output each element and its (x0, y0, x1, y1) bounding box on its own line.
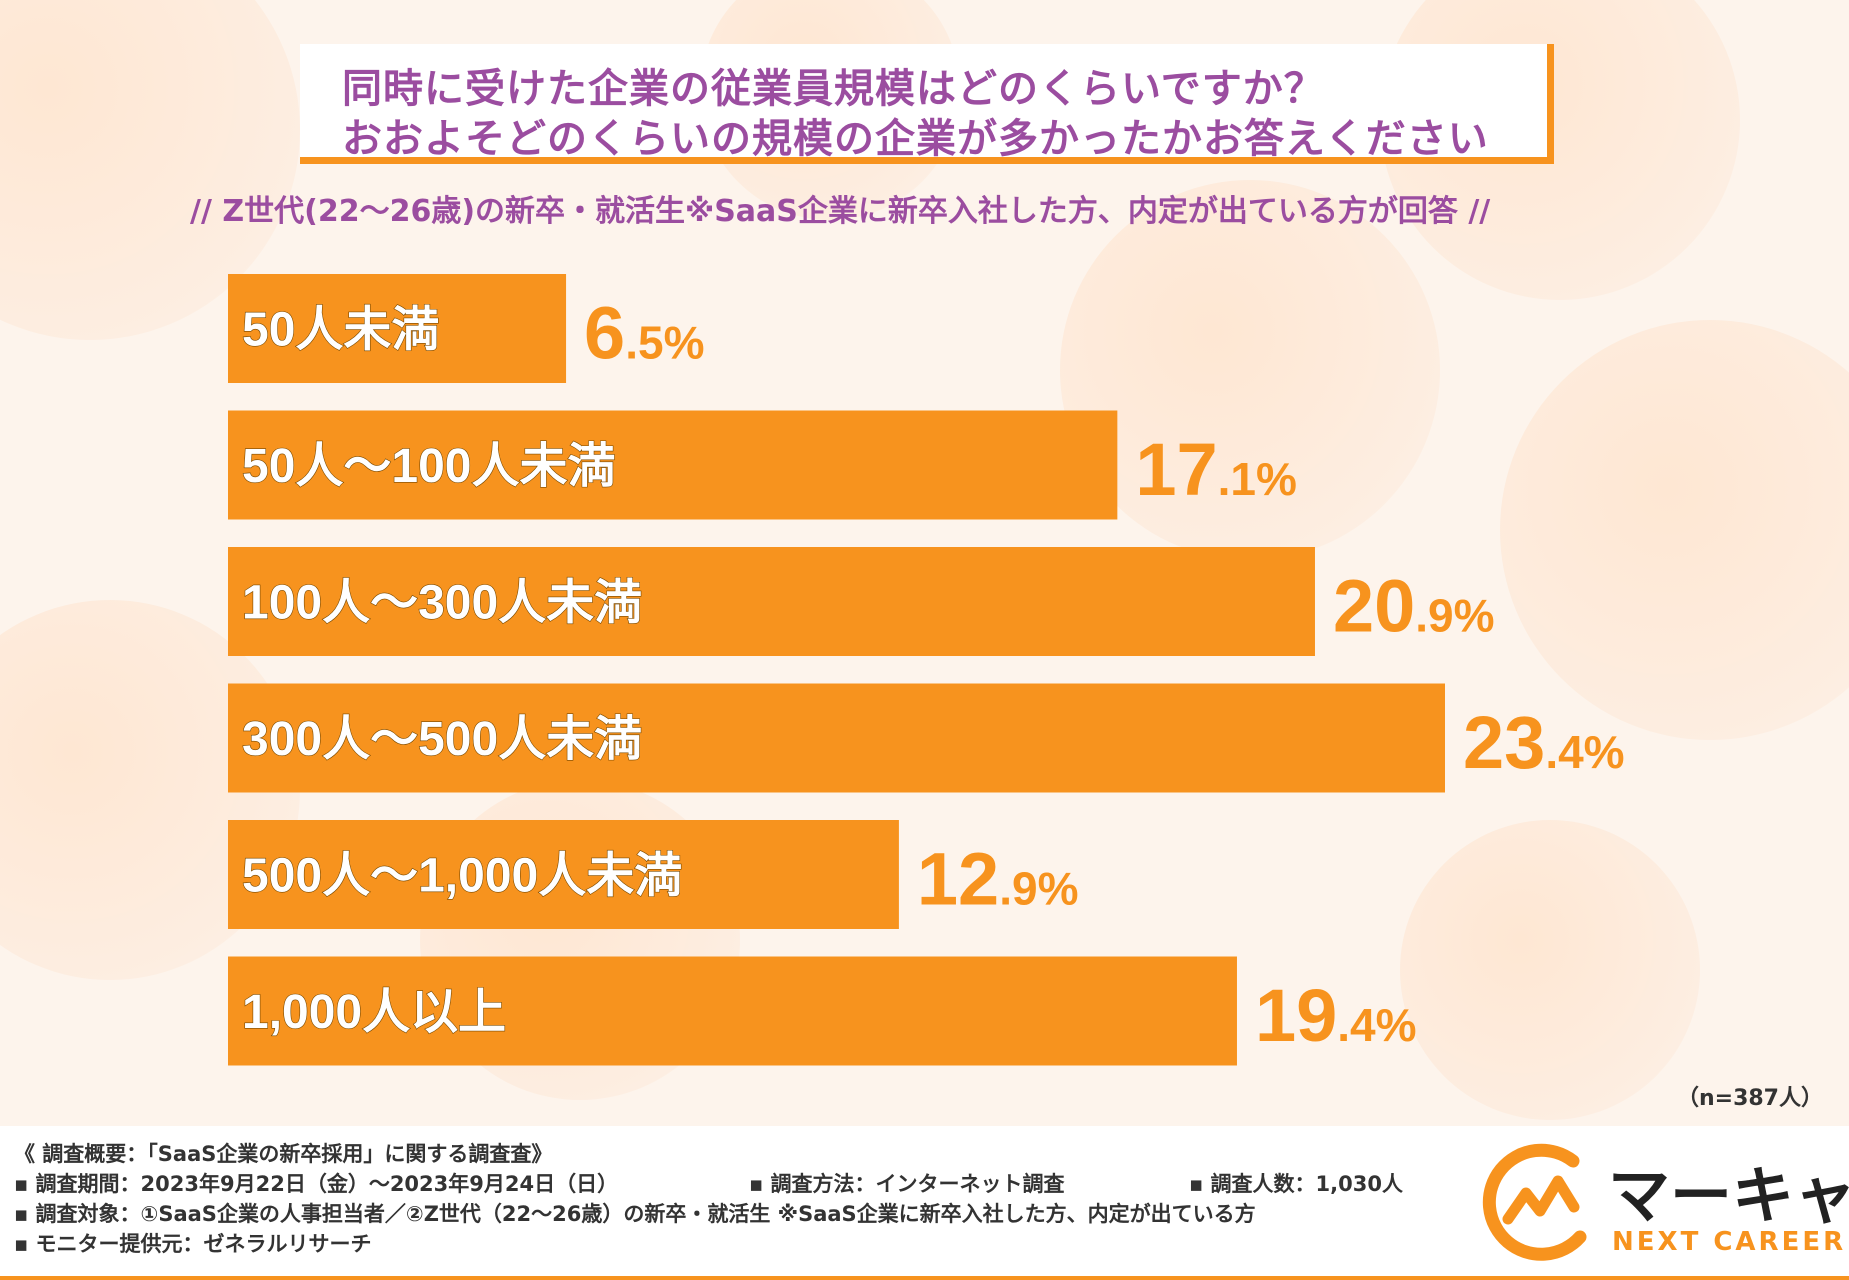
survey-meta-row: ▪ 調査期間：2023年9月22日（金）〜2023年9月24日（日） ▪ 調査方法… (14, 1168, 1403, 1198)
survey-method: ▪ 調査方法：インターネット調査 (749, 1172, 1065, 1196)
bar-4 (228, 820, 899, 929)
survey-overview: 《 調査概要：「SaaS企業の新卒採用」に関する調査査》 (14, 1142, 553, 1166)
bar-value-label: 6.5% (584, 292, 704, 375)
survey-monitor: ▪ モニター提供元：ゼネラルリサーチ (14, 1232, 372, 1256)
bar-category-label: 100人〜300人未満 (242, 577, 642, 630)
bar-value-label: 20.9% (1333, 565, 1495, 648)
bar-category-label: 300人〜500人未満 (242, 713, 642, 766)
subtitle: // Z世代(22〜26歳)の新卒・就活生※SaaS企業に新卒入社した方、内定が… (190, 194, 1491, 229)
bar-0 (228, 274, 567, 383)
logo-tagline: NEXT CAREER (1612, 1227, 1847, 1257)
bar-value-label: 12.9% (917, 838, 1079, 921)
logo-mark-icon (1482, 1143, 1587, 1261)
bar-chart: 50人未満 6.5% 50人〜100人未満 17.1% 100人〜300人未満 20.9%… (228, 274, 1625, 1066)
bar-2 (228, 547, 1315, 656)
logo-name: マーキャリ (1608, 1159, 1849, 1232)
bar-category-label: 50人〜100人未満 (242, 440, 615, 493)
bar-category-label: 500人〜1,000人未満 (242, 850, 682, 903)
bar-value-label: 17.1% (1135, 428, 1297, 511)
survey-period: ▪ 調査期間：2023年9月22日（金）〜2023年9月24日（日） (14, 1172, 619, 1196)
title-line-1: 同時に受けた企業の従業員規模はどのくらいですか？ (342, 66, 1325, 112)
bar-3 (228, 683, 1445, 793)
survey-target: ▪ 調査対象：①SaaS企業の人事担当者／②Z世代（22〜26歳）の新卒・就活生… (14, 1202, 1256, 1226)
bar-value-label: 19.4% (1255, 974, 1417, 1057)
bar-category-label: 1,000人以上 (242, 986, 506, 1039)
logo: マーキャリ NEXT CAREER (1478, 1139, 1849, 1269)
title-line-2: おおよそどのくらいの規模の企業が多かったかお答えください (342, 116, 1489, 162)
sample-size: （n=387人） (1676, 1086, 1823, 1111)
title-box: 同時に受けた企業の従業員規模はどのくらいですか？ おおよそどのくらいの規模の企業… (300, 44, 1554, 164)
bar-value-label: 23.4% (1463, 701, 1625, 784)
bar-5 (228, 956, 1237, 1066)
survey-count: ▪ 調査人数：1,030人 (1189, 1172, 1403, 1196)
bar-category-label: 50人未満 (242, 304, 439, 357)
bar-1 (228, 410, 1118, 520)
